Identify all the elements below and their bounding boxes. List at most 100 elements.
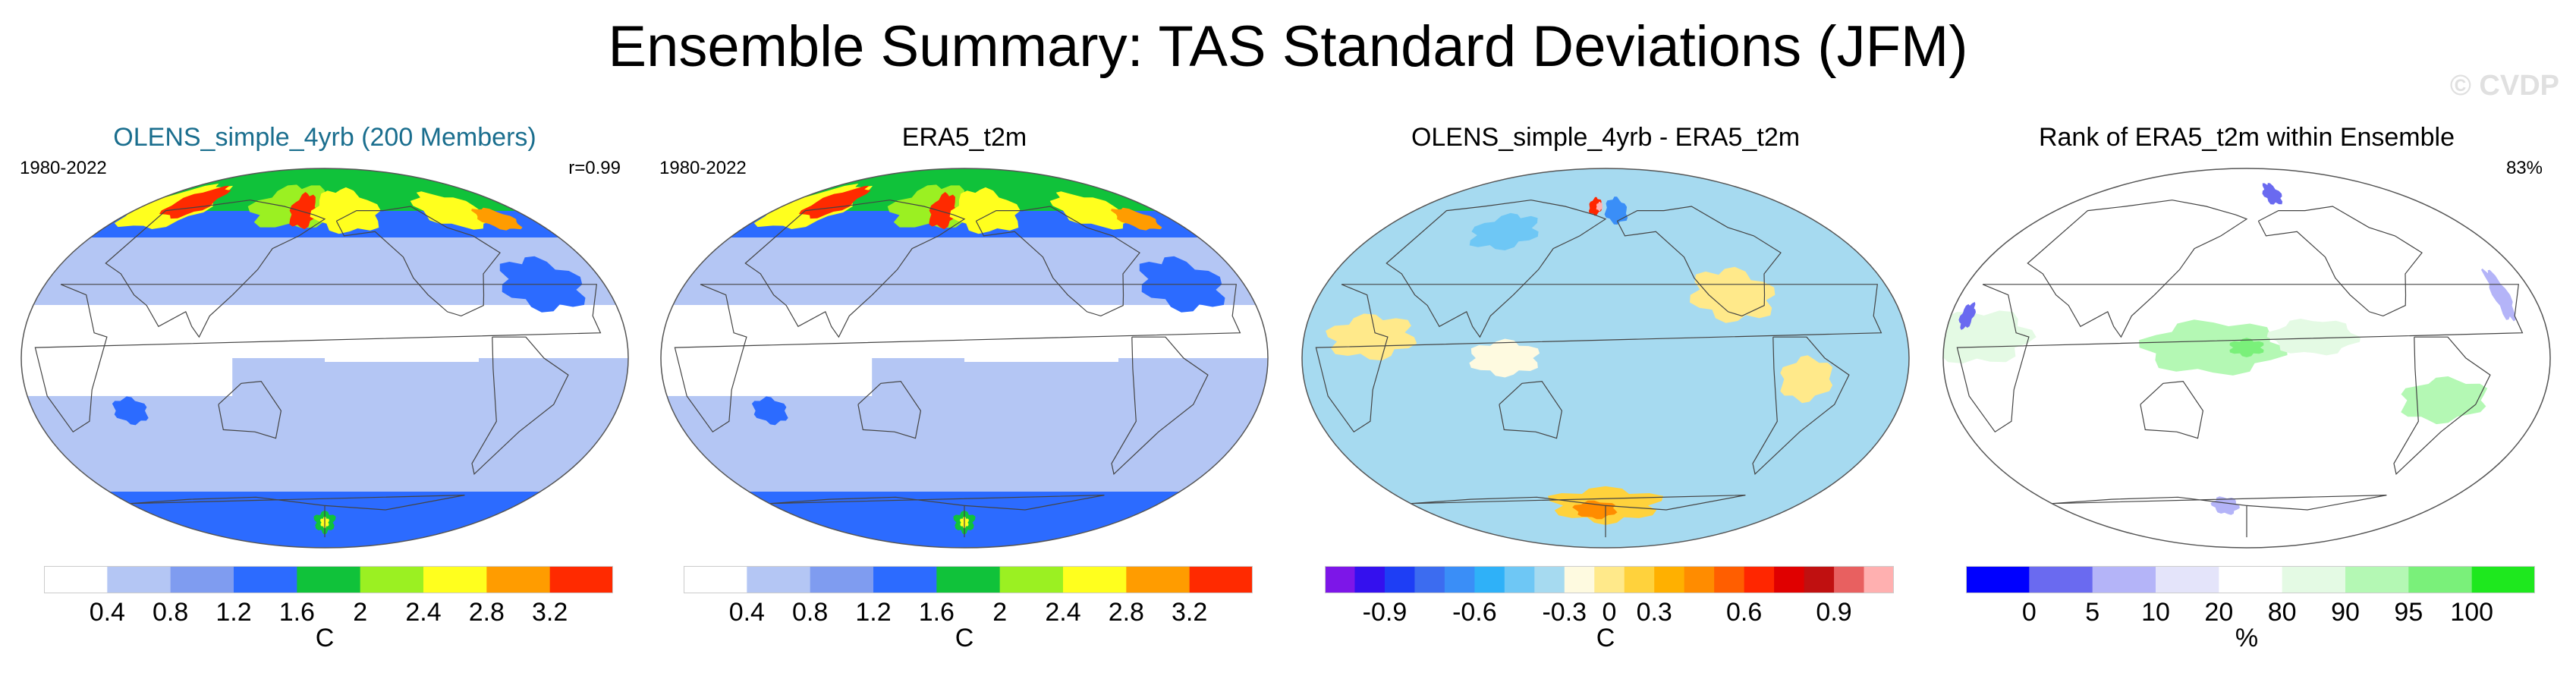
colorbar-cell	[1774, 566, 1805, 593]
map-border	[660, 168, 1269, 549]
colorbar-tick-label: 2.8	[468, 598, 505, 627]
colorbar-cell	[1834, 566, 1865, 593]
colorbar-tick-label: 1.6	[278, 598, 315, 627]
rank-blue-4	[1958, 302, 1976, 330]
colorbar-cell	[423, 566, 487, 593]
colorbar-cell	[684, 566, 747, 593]
map-field	[1302, 168, 1909, 548]
aus-blue	[751, 396, 788, 426]
coastline-1	[1111, 336, 1209, 475]
colorbar-tick-label: 1.6	[918, 598, 955, 627]
nh-yellow-3	[1049, 191, 1137, 230]
coastline-0	[1616, 206, 1782, 317]
map-border	[20, 168, 629, 549]
colorbar-tick-label: 80	[2267, 598, 2297, 627]
colorbar-cell	[1474, 566, 1505, 593]
colorbar-cell	[2156, 566, 2219, 593]
coastline-3	[1315, 284, 1882, 433]
colorbar-tick-label: 0.6	[1725, 598, 1763, 627]
coastline-5	[2052, 495, 2387, 538]
nh-red-1	[798, 185, 871, 219]
colorbar-tick-label: -0.3	[1542, 598, 1587, 627]
nh-orange	[1111, 207, 1162, 231]
colorbar-cell	[1684, 566, 1715, 593]
colorbar-cell	[1126, 566, 1190, 593]
colorbar-cell	[1534, 566, 1565, 593]
colorbar-cell	[1654, 566, 1685, 593]
rank-blue-2	[2481, 268, 2516, 322]
colorbar-cell	[1594, 566, 1625, 593]
colorbar-unit: C	[1596, 624, 1615, 652]
rank-blue-3	[2210, 496, 2240, 515]
nh-yellow-2	[310, 187, 381, 234]
colorbar-cell	[1189, 566, 1253, 593]
coastline-3	[34, 284, 602, 433]
colorbar-cell	[1966, 566, 2030, 593]
map-plot	[20, 168, 629, 549]
colorbar-unit: C	[955, 624, 974, 652]
coastline-5	[1411, 495, 1746, 538]
colorbar-cell	[549, 566, 613, 593]
colorbar-tick-label: 2.4	[405, 598, 442, 627]
colorbar-cell	[810, 566, 874, 593]
colorbar-tick-label: 95	[2394, 598, 2423, 627]
period-label: 1980-2022	[659, 158, 747, 178]
colorbar-frame	[1325, 566, 1894, 593]
colorbar-cell	[999, 566, 1064, 593]
colorbar-tick-label: 0.4	[89, 598, 125, 627]
colorbar-tick-label: 1.2	[215, 598, 252, 627]
watermark: © CVDP	[2449, 70, 2559, 102]
colorbar-cell	[936, 566, 1001, 593]
map-plot	[1942, 168, 2551, 549]
panel-difference: OLENS_simple_4yrb - ERA5_t2m -0.9 -0.6 -0.…	[1287, 114, 1924, 675]
colorbar-cell	[2408, 566, 2473, 593]
colorbar-cell	[1804, 566, 1835, 593]
diff-cream	[1469, 338, 1540, 378]
colorbar-cell	[1624, 566, 1655, 593]
rank-blue-1	[2262, 183, 2283, 205]
colorbar-tick-label: -0.9	[1362, 598, 1408, 627]
colorbar-tick-label: 20	[2204, 598, 2234, 627]
colorbar-unit: C	[315, 624, 335, 652]
colorbar	[44, 566, 613, 593]
diff-blue-nh	[1469, 212, 1539, 250]
colorbar-tick-label: 90	[2331, 598, 2360, 627]
diff-pink	[1596, 201, 1603, 212]
colorbar-cell	[297, 566, 361, 593]
nh-red-2	[289, 192, 318, 230]
panel-title: ERA5_t2m	[901, 123, 1027, 152]
colorbar-tick-label: 0.9	[1816, 598, 1852, 627]
colorbar-cell	[1864, 566, 1894, 593]
colorbar-frame	[44, 566, 613, 593]
colorbar	[684, 566, 1253, 593]
colorbar-tick-label: 1.2	[855, 598, 892, 627]
diff-red	[1588, 197, 1603, 216]
colorbar-cell	[747, 566, 811, 593]
colorbar-cell	[2471, 566, 2535, 593]
coastline-4	[218, 380, 282, 439]
nh-yellow-2	[949, 187, 1021, 234]
diff-yellow-2	[1690, 266, 1776, 323]
colorbar-tick-label: 2	[992, 598, 1008, 627]
colorbar-cell	[873, 566, 937, 593]
coastline-2	[105, 200, 326, 338]
panel-title: OLENS_simple_4yrb (200 Members)	[113, 123, 536, 152]
period-label: 1980-2022	[20, 158, 107, 178]
colorbar-cell	[234, 566, 297, 593]
colorbar-cell	[1354, 566, 1386, 593]
coastline-5	[130, 495, 465, 538]
panel-title: OLENS_simple_4yrb - ERA5_t2m	[1411, 123, 1801, 152]
colorbar-cell	[1444, 566, 1475, 593]
rank-green-2	[2139, 319, 2288, 376]
rank-green-3	[2266, 319, 2361, 356]
coastline-4	[2140, 380, 2204, 439]
colorbar-tick-label: 2.8	[1108, 598, 1144, 627]
colorbar-cell	[1504, 566, 1535, 593]
colorbar-cell	[1744, 566, 1775, 593]
coastline-1	[1752, 336, 1850, 475]
rank-percent-label: 83%	[2505, 158, 2543, 178]
tropical-band-3	[964, 343, 1118, 362]
colorbar-cell	[2219, 566, 2283, 593]
coastline-1	[471, 336, 569, 475]
colorbar-tick-label: 3.2	[532, 598, 568, 627]
